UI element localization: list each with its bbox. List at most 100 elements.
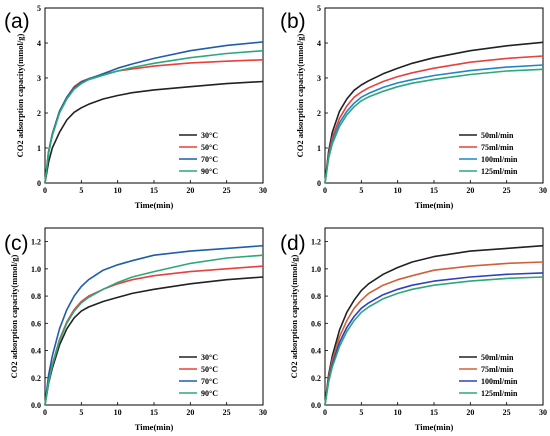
x-tick-label: 10 — [114, 186, 122, 195]
y-tick-label: 5 — [317, 4, 321, 13]
y-tick-label: 0.6 — [311, 319, 321, 328]
panel-d: (d) 0 5 10 15 20 25 30 0.0 0.2 0.4 0.6 0.8 1.0 1.2 Time… — [280, 227, 547, 432]
series-line — [44, 80, 264, 184]
legend-label: 100ml/min — [481, 155, 518, 164]
x-tick-label: 30 — [259, 186, 267, 195]
x-tick-label: 25 — [503, 408, 511, 417]
series-line — [324, 276, 544, 406]
y-tick-label: 0.0 — [31, 401, 41, 410]
y-tick-label: 1.2 — [311, 238, 321, 247]
y-tick-label: 0.2 — [31, 374, 41, 383]
y-tick-label: 1 — [37, 144, 41, 153]
x-tick-label: 15 — [150, 186, 158, 195]
y-tick-label: 0 — [37, 179, 41, 188]
legend-label: 50ml/min — [481, 353, 514, 362]
series-line — [44, 254, 264, 406]
series-line — [44, 276, 264, 406]
y-tick-label: 0.4 — [31, 347, 41, 356]
y-tick-label: 1 — [317, 144, 321, 153]
legend-label: 75ml/min — [481, 143, 514, 152]
x-tick-label: 25 — [223, 186, 231, 195]
y-tick-label: 4 — [37, 39, 41, 48]
y-tick-label: 1.2 — [31, 238, 41, 247]
series-line — [324, 55, 544, 184]
legend-label: 50°C — [201, 365, 218, 374]
x-axis-label: Time(min) — [415, 200, 454, 210]
x-tick-label: 0 — [323, 408, 327, 417]
series-line — [44, 59, 264, 184]
x-tick-label: 0 — [43, 186, 47, 195]
y-tick-label: 2 — [317, 109, 321, 118]
x-tick-label: 30 — [539, 408, 547, 417]
x-tick-label: 0 — [43, 408, 47, 417]
x-tick-label: 0 — [323, 186, 327, 195]
legend-label: 125ml/min — [481, 167, 518, 176]
legend-label: 30°C — [201, 131, 218, 140]
series-line — [324, 261, 544, 406]
panel-label: (d) — [280, 232, 306, 255]
x-axis-label: Time(min) — [415, 422, 454, 432]
legend-label: 125ml/min — [481, 389, 518, 398]
x-tick-label: 20 — [466, 186, 474, 195]
y-axis-label: CO2 adsorption capacity(mmol/g) — [289, 254, 299, 378]
x-tick-label: 10 — [394, 408, 402, 417]
series-line — [324, 244, 544, 406]
y-tick-label: 2 — [37, 109, 41, 118]
legend-label: 70°C — [201, 377, 218, 386]
x-tick-label: 15 — [150, 408, 158, 417]
x-tick-label: 5 — [79, 186, 83, 195]
y-tick-label: 4 — [317, 39, 321, 48]
x-tick-label: 30 — [539, 186, 547, 195]
y-tick-label: 0.2 — [311, 374, 321, 383]
y-tick-label: 0.4 — [311, 347, 321, 356]
y-axis-label: CO2 adsorption capacity(mmol/g) — [15, 33, 25, 157]
y-tick-label: 3 — [317, 74, 321, 83]
y-tick-label: 1.0 — [31, 265, 41, 274]
y-tick-label: 1.0 — [311, 265, 321, 274]
x-tick-label: 30 — [259, 408, 267, 417]
x-axis-label: Time(min) — [135, 200, 174, 210]
legend-label: 75ml/min — [481, 365, 514, 374]
panel-label: (b) — [280, 10, 306, 33]
y-tick-label: 0.8 — [311, 292, 321, 301]
series-line — [44, 265, 264, 406]
x-tick-label: 20 — [186, 186, 194, 195]
y-tick-label: 0.8 — [31, 292, 41, 301]
x-axis-label: Time(min) — [135, 422, 174, 432]
x-tick-label: 5 — [359, 408, 363, 417]
legend-label: 70°C — [201, 155, 218, 164]
x-tick-label: 5 — [359, 186, 363, 195]
series-line — [324, 41, 544, 184]
panel-c: (c) 0 5 10 15 20 25 30 0.0 0.2 0.4 0.6 0.8 1.0 1.2 Time… — [4, 227, 267, 432]
panel-b: (b) 0 5 10 15 20 25 30 0 1 2 3 4 5 Time(min) CO2 adsorp… — [280, 4, 547, 210]
y-tick-label: 3 — [37, 74, 41, 83]
y-axis-label: CO2 adsorption capacity(mmol/g) — [9, 254, 19, 378]
legend-label: 100ml/min — [481, 377, 518, 386]
y-tick-label: 0.6 — [31, 319, 41, 328]
x-tick-label: 5 — [79, 408, 83, 417]
y-tick-label: 5 — [37, 4, 41, 13]
x-tick-label: 10 — [114, 408, 122, 417]
legend-label: 30°C — [201, 353, 218, 362]
panel-label: (c) — [4, 232, 29, 255]
legend-label: 50ml/min — [481, 131, 514, 140]
x-tick-label: 15 — [430, 408, 438, 417]
panel-label: (a) — [4, 10, 30, 33]
x-tick-label: 10 — [394, 186, 402, 195]
series-line — [324, 64, 544, 184]
x-tick-label: 25 — [223, 408, 231, 417]
legend-label: 90°C — [201, 167, 218, 176]
plot-frame — [44, 7, 264, 184]
x-tick-label: 25 — [503, 186, 511, 195]
x-tick-label: 20 — [466, 408, 474, 417]
series-line — [324, 272, 544, 406]
legend-label: 90°C — [201, 389, 218, 398]
series-line — [324, 68, 544, 184]
y-tick-label: 0.0 — [311, 401, 321, 410]
panel-a: (a) 0 5 10 15 20 25 30 0 1 2 3 4 5 Time(min) CO2 adsorp… — [4, 4, 267, 210]
x-tick-label: 20 — [186, 408, 194, 417]
y-tick-label: 0 — [317, 179, 321, 188]
series-line — [44, 49, 264, 184]
x-tick-label: 15 — [430, 186, 438, 195]
